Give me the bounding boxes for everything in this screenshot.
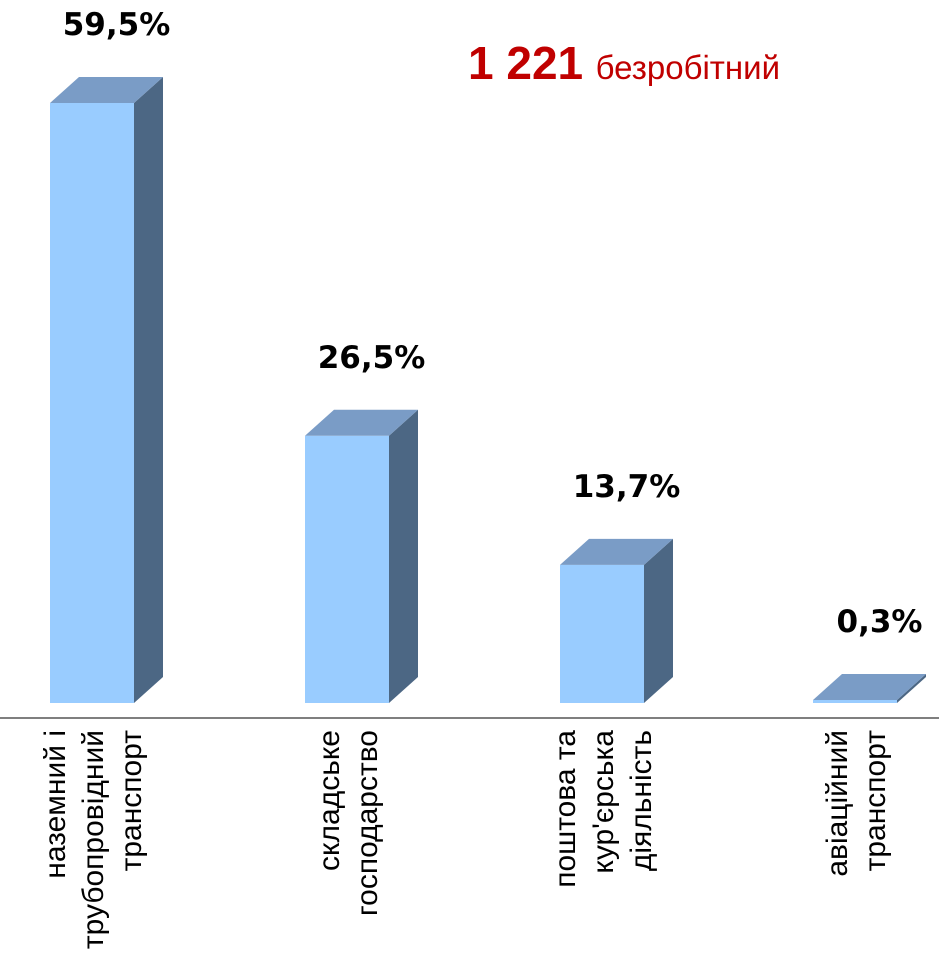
bar-top-face: [50, 77, 163, 103]
category-label-line: поштова та: [549, 730, 582, 888]
category-label-line: кур'єрська: [587, 730, 620, 874]
category-label-4: авіаційний транспорт: [821, 730, 892, 877]
category-label-1: наземний і трубопровідний транспорт: [39, 730, 148, 949]
bar-front-face: [560, 564, 644, 703]
unemployed-headline: 1 221 безробітний: [468, 36, 780, 90]
bar-front-face: [813, 699, 897, 703]
category-label-3: поштова та кур'єрська діяльність: [549, 730, 658, 888]
bar-front-face: [50, 103, 134, 703]
unemployed-count: 1 221: [468, 37, 584, 89]
category-labels: наземний і трубопровідний транспорт складсь…: [39, 730, 892, 949]
bar-1: [50, 77, 163, 703]
bar-top-face: [305, 409, 418, 436]
bars-group: 59,5% 26,5% 13,7% 0,3%: [50, 7, 926, 703]
bar-side-face: [644, 538, 673, 703]
data-label-4: 0,3%: [837, 604, 923, 640]
category-label-line: транспорт: [859, 730, 892, 872]
bar-top-face: [813, 673, 926, 700]
category-label-2: складське господарство: [313, 730, 384, 916]
bar-4: [813, 673, 926, 703]
bar-side-face: [134, 77, 163, 703]
bar-top-face: [560, 538, 673, 565]
data-label-2: 26,5%: [318, 340, 426, 376]
unemployed-word: безробітний: [595, 49, 781, 86]
category-label-line: діяльність: [625, 730, 658, 871]
bar-front-face: [305, 435, 389, 703]
category-label-line: господарство: [351, 730, 384, 916]
bar-side-face: [389, 409, 418, 703]
category-label-line: трубопровідний: [77, 730, 110, 949]
bar-2: [305, 409, 418, 703]
bar-side-face: [897, 673, 926, 703]
category-label-line: складське: [313, 730, 346, 871]
data-label-1: 59,5%: [63, 7, 171, 43]
bar-3: [560, 538, 673, 703]
category-label-line: наземний і: [39, 730, 72, 879]
data-label-3: 13,7%: [573, 469, 681, 505]
category-label-line: транспорт: [115, 730, 148, 872]
category-label-line: авіаційний: [821, 730, 854, 877]
